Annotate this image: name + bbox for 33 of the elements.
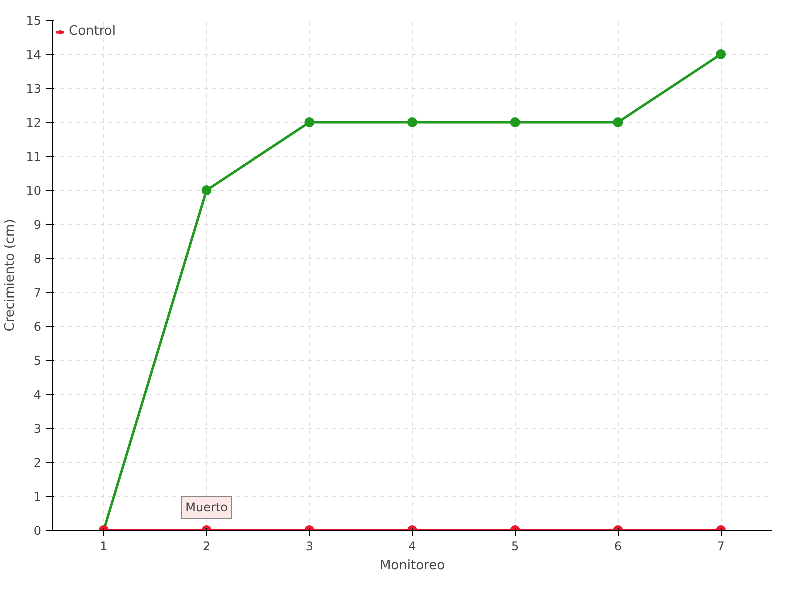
x-tick-label: 6	[614, 540, 622, 554]
y-tick-label: 13	[26, 82, 42, 96]
y-tick-label: 1	[34, 490, 42, 504]
y-tick-label: 7	[34, 286, 42, 300]
y-tick-label: 11	[26, 150, 42, 164]
point	[613, 118, 624, 128]
y-tick-label: 3	[34, 422, 42, 436]
y-tick-label: 0	[34, 524, 42, 538]
y-axis-title: Crecimiento (cm)	[3, 219, 18, 332]
x-tick-label: 1	[100, 540, 108, 554]
x-axis-title: Monitoreo	[380, 558, 446, 574]
y-tick-label: 10	[26, 184, 42, 198]
y-tick-label: 6	[34, 320, 42, 334]
point	[304, 118, 315, 128]
y-tick-label: 15	[26, 14, 42, 28]
x-tick-label: 7	[717, 540, 725, 554]
y-tick-label: 8	[34, 252, 42, 266]
y-tick-label: 9	[34, 218, 42, 232]
point	[510, 118, 520, 128]
x-tick-label: 2	[202, 540, 211, 554]
y-tick-label: 2	[34, 456, 42, 470]
y-tick-label: 5	[34, 354, 42, 368]
legend-label: Control	[69, 24, 116, 39]
point	[408, 118, 418, 128]
y-tick-label: 4	[34, 388, 42, 402]
x-tick-label: 4	[408, 540, 416, 554]
y-tick-label: 12	[26, 116, 42, 130]
x-tick-label: 5	[512, 540, 520, 554]
y-tick-label: 14	[26, 48, 42, 62]
point	[202, 186, 212, 196]
point	[716, 50, 726, 60]
annotation: Muerto	[186, 500, 228, 514]
x-tick-label: 3	[306, 540, 314, 554]
